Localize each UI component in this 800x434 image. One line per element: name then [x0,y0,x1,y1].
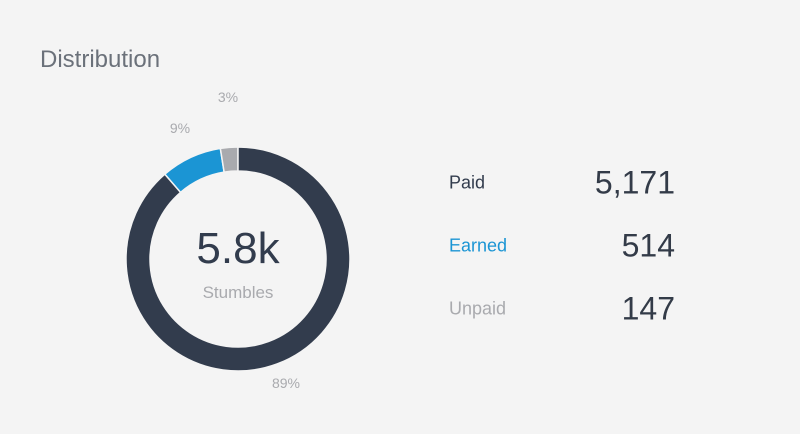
donut-center-value: 5.8k [196,224,280,273]
legend-label-paid: Paid [449,172,486,193]
legend-value-paid: 5,171 [594,164,675,201]
donut-center-label: Stumbles [203,283,274,302]
legend-row-paid: Paid 5,171 [449,163,675,203]
percent-labels: 89% 9% 3% [170,89,300,391]
legend-label-unpaid: Unpaid [449,298,507,319]
legend-value-earned: 514 [621,227,675,264]
legend-row-unpaid: Unpaid 147 [449,289,675,329]
legend-value-unpaid: 147 [621,290,675,327]
percent-label-earned: 9% [170,120,190,136]
legend-row-earned: Earned 514 [449,226,675,266]
donut-slice-paid [125,146,351,372]
legend-label-earned: Earned [449,235,508,256]
donut-slices [125,146,351,372]
section-title: Distribution [40,46,161,73]
percent-label-paid: 89% [272,375,300,391]
donut-slice-unpaid [219,146,239,173]
percent-label-unpaid: 3% [218,89,238,105]
